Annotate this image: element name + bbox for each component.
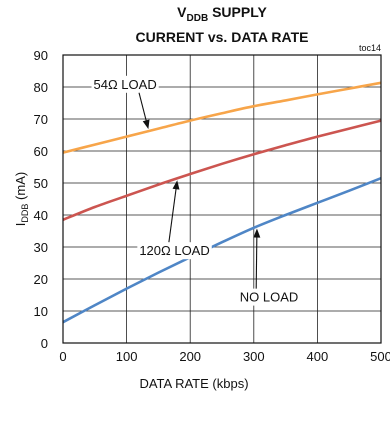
y-tick-label-4: 40 <box>34 208 48 223</box>
x-tick-label-1: 100 <box>116 349 138 364</box>
y-tick-label-7: 70 <box>34 112 48 127</box>
plot-frame <box>62 54 382 344</box>
x-tick-label-3: 300 <box>243 349 265 364</box>
annotation-arrow-line-0 <box>138 92 148 124</box>
grid <box>62 54 382 344</box>
annotation-bg-1 <box>137 242 212 260</box>
annotation-label-2: NO LOAD <box>240 290 299 305</box>
annotation-arrow-head-0 <box>142 119 150 130</box>
series-line-0 <box>62 81 382 154</box>
x-tick-label-0: 0 <box>59 349 66 364</box>
annotation-label-0: 54Ω LOAD <box>94 77 157 92</box>
figure-id: toc14 <box>359 43 381 53</box>
y-tick-labels: 0 10 20 30 40 50 60 70 80 90 <box>34 48 48 351</box>
x-tick-label-5: 500 <box>370 349 390 364</box>
annotation-bg-0 <box>91 75 159 93</box>
x-axis-label: DATA RATE (kbps) <box>139 376 248 391</box>
x-tick-label-4: 400 <box>307 349 329 364</box>
y-tick-label-6: 60 <box>34 144 48 159</box>
series-lines <box>62 81 382 324</box>
x-tick-labels: 0 100 200 300 400 500 <box>59 349 390 364</box>
chart-title-line1: VDDB SUPPLY <box>177 4 267 24</box>
x-tick-label-2: 200 <box>179 349 201 364</box>
y-tick-label-3: 30 <box>34 240 48 255</box>
y-tick-label-5: 50 <box>34 176 48 191</box>
annotation-bg-2 <box>237 288 301 306</box>
y-tick-label-8: 80 <box>34 80 48 95</box>
series-line-2 <box>62 176 382 324</box>
annotation-arrow-head-1 <box>172 180 180 190</box>
chart-title-line2: CURRENT vs. DATA RATE <box>136 29 309 45</box>
y-tick-label-0: 0 <box>41 336 48 351</box>
series-line-1 <box>62 119 382 222</box>
annotation-arrow-head-2 <box>253 228 261 238</box>
annotations: 54Ω LOAD 120Ω LOAD NO LOAD <box>91 75 301 306</box>
y-tick-label-9: 90 <box>34 48 48 63</box>
y-axis-label: IDDB (mA) <box>13 172 30 226</box>
annotation-arrow-line-1 <box>168 186 177 243</box>
annotation-label-1: 120Ω LOAD <box>139 243 209 258</box>
annotation-arrow-line-2 <box>255 234 258 289</box>
y-tick-label-1: 10 <box>34 304 48 319</box>
y-tick-label-2: 20 <box>34 272 48 287</box>
